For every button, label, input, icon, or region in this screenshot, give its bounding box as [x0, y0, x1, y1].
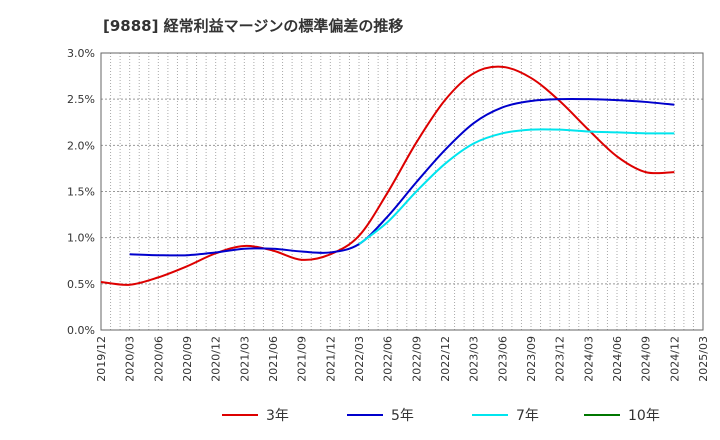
series-line-2	[129, 97, 675, 257]
legend: 3年 5年 7年 10年	[222, 408, 660, 424]
x-tick-label: 2024/12	[668, 336, 681, 382]
x-tick-label: 2022/03	[353, 336, 366, 382]
x-tick-label: 2023/03	[468, 336, 481, 382]
legend-label: 5年	[391, 408, 414, 424]
x-axis-labels: 2019/12 2020/03 2020/06 2020/09 2020/12 2021/…	[95, 336, 710, 382]
x-tick-label: 2020/06	[152, 336, 165, 382]
plot-area-frame	[100, 52, 704, 331]
y-tick-label: 1.0%	[67, 232, 95, 245]
grid-lines	[101, 53, 703, 330]
x-tick-label: 2023/09	[525, 336, 538, 382]
y-tick-label: 1.5%	[67, 186, 95, 199]
x-tick-label: 2020/09	[181, 336, 194, 382]
y-tick-label: 0.5%	[67, 278, 95, 291]
y-tick-label: 2.5%	[67, 93, 95, 106]
y-tick-label: 2.0%	[67, 139, 95, 152]
x-tick-label: 2021/12	[324, 336, 337, 382]
x-tick-label: 2021/03	[238, 336, 251, 382]
x-tick-label: 2025/03	[697, 336, 710, 382]
x-tick-label: 2024/09	[640, 336, 653, 382]
x-tick-label: 2022/06	[382, 336, 395, 382]
x-tick-label: 2023/12	[554, 336, 567, 382]
legend-label: 7年	[516, 408, 539, 424]
x-tick-label: 2020/03	[124, 336, 137, 382]
x-tick-label: 2024/06	[611, 336, 624, 382]
legend-label: 10年	[628, 408, 660, 424]
x-tick-label: 2024/03	[582, 336, 595, 382]
y-tick-label: 3.0%	[67, 47, 95, 60]
legend-label: 3年	[266, 408, 289, 424]
y-tick-label: 0.0%	[67, 324, 95, 337]
x-tick-label: 2022/09	[410, 336, 423, 382]
series-line-3	[358, 128, 675, 245]
x-tick-label: 2023/06	[496, 336, 509, 382]
x-tick-label: 2021/06	[267, 336, 280, 382]
x-tick-label: 2022/12	[439, 336, 452, 382]
x-tick-label: 2020/12	[210, 336, 223, 382]
x-tick-label: 2021/09	[296, 336, 309, 382]
series-line-1	[100, 65, 675, 286]
y-axis-labels: 0.0% 0.5% 1.0% 1.5% 2.0% 2.5% 3.0%	[67, 47, 95, 337]
chart-title: [9888] 経常利益マージンの標準偏差の推移	[103, 17, 404, 35]
x-tick-label: 2019/12	[95, 336, 108, 382]
